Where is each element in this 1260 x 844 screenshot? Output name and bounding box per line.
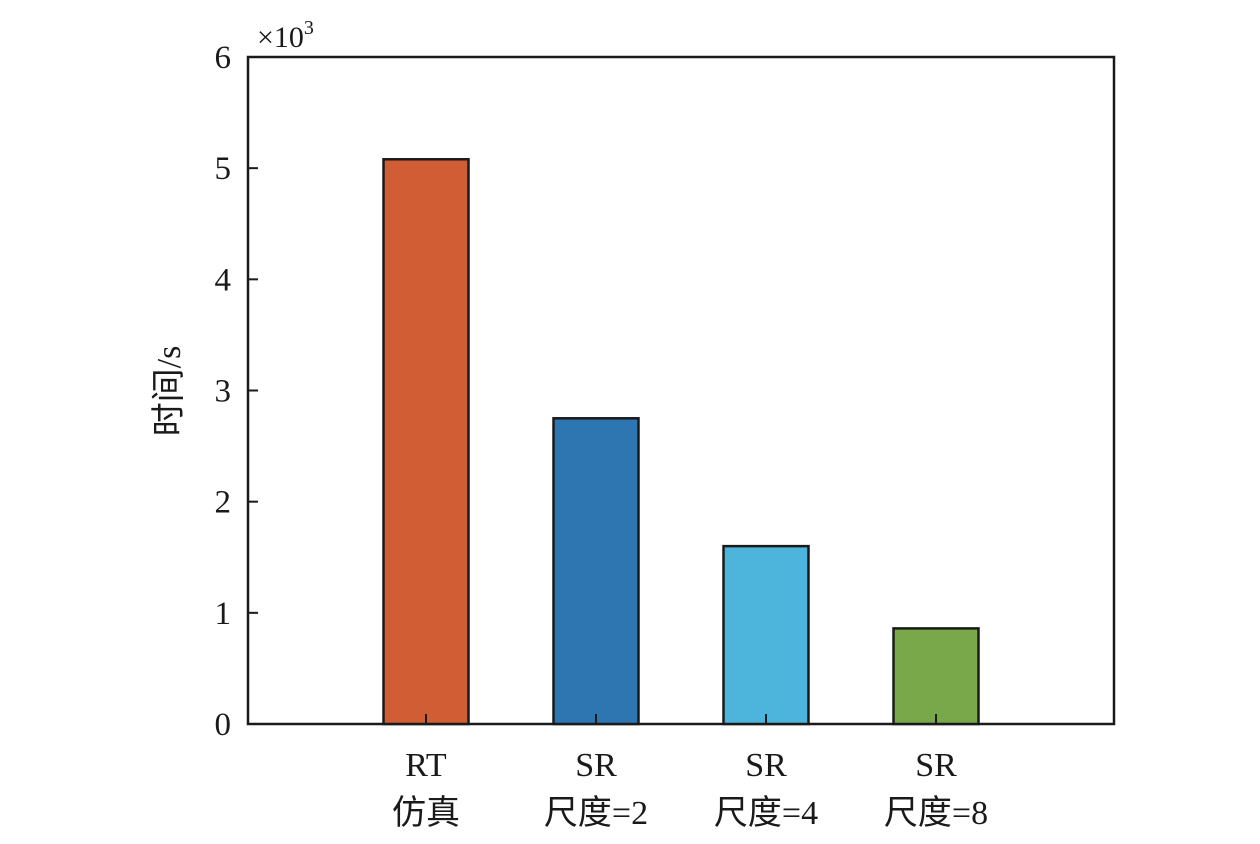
y-tick-label: 4 xyxy=(215,262,232,298)
x-category-label: 尺度=4 xyxy=(714,794,818,832)
y-tick-label: 5 xyxy=(215,151,232,187)
bar xyxy=(552,417,640,726)
x-category-label: SR xyxy=(915,747,957,784)
y-axis-ticks: 0 1 2 3 4 5 6 xyxy=(215,40,258,743)
y-axis-multiplier: ×103 xyxy=(257,17,314,54)
bar xyxy=(382,158,470,726)
bars xyxy=(382,158,980,726)
y-axis-title: 时间/s xyxy=(151,346,188,437)
y-tick-label: 3 xyxy=(215,374,232,410)
x-category-label: 尺度=8 xyxy=(884,794,988,832)
x-category-label: 尺度=2 xyxy=(544,794,648,832)
plot-area-frame xyxy=(246,55,1116,726)
y-axis-multiplier-base: ×10 xyxy=(257,21,304,54)
y-tick-label: 0 xyxy=(215,707,232,743)
x-axis-category-labels: RT 仿真 SR 尺度=2 SR 尺度=4 SR 尺度=8 xyxy=(392,747,988,832)
x-category-label: RT xyxy=(405,747,447,784)
x-category-label: SR xyxy=(575,747,617,784)
y-axis-multiplier-exponent: 3 xyxy=(304,17,314,39)
y-tick-label: 2 xyxy=(215,485,232,521)
y-tick-label: 1 xyxy=(215,596,232,632)
y-tick-label: 6 xyxy=(215,40,232,76)
bar xyxy=(892,627,980,726)
x-category-label: SR xyxy=(745,747,787,784)
bar xyxy=(722,544,810,726)
x-category-label: 仿真 xyxy=(392,794,460,832)
